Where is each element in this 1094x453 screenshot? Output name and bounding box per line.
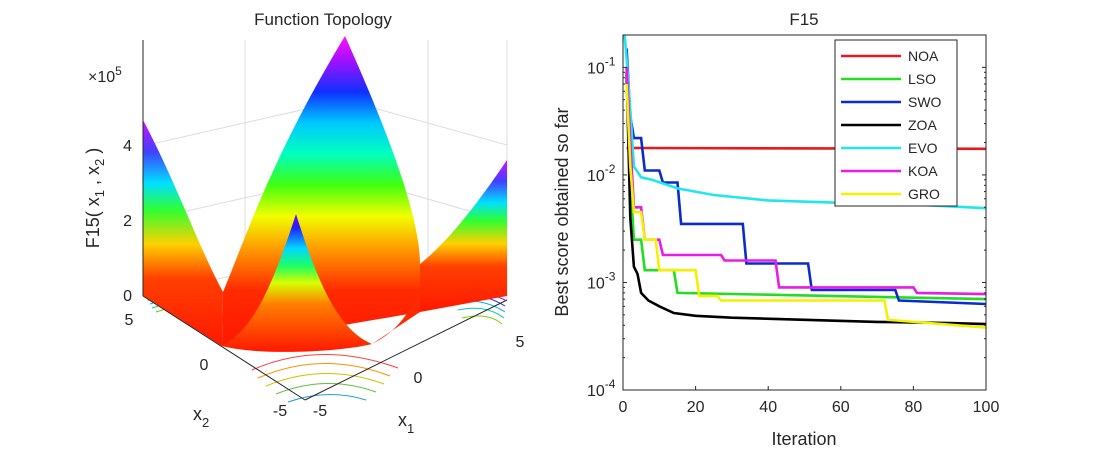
surface-plot: Function Topology xyxy=(83,10,525,436)
y-tick-label: 10-1 xyxy=(587,54,616,77)
legend-label: ZOA xyxy=(908,117,937,133)
x2-axis: 5 0 -5 x2 xyxy=(125,295,306,430)
x2-tick-label: -5 xyxy=(273,403,287,420)
plot-frame xyxy=(622,34,987,391)
z-axis: ×105 0 2 4 F15( x1 , x2 ) xyxy=(83,40,144,305)
x1-axis: -5 0 5 x1 xyxy=(304,299,525,436)
legend-label: KOA xyxy=(908,163,938,179)
x1-tick-label: 0 xyxy=(414,370,423,387)
legend-label: GRO xyxy=(908,186,940,202)
legend-items: NOA LSO SWO ZOA EVO KOA GRO xyxy=(841,48,942,202)
y-tick-label: 10-2 xyxy=(587,162,616,185)
y-tick-label: 10-3 xyxy=(587,269,616,292)
x1-tick-label: 5 xyxy=(516,334,525,351)
z-tick-label: 0 xyxy=(123,288,132,305)
x-tick-label: 20 xyxy=(687,399,705,416)
series-line-swo xyxy=(625,48,986,306)
surface-mesh xyxy=(143,36,507,352)
z-exponent: ×105 xyxy=(88,64,122,86)
y-axis-label: Best score obtained so far xyxy=(552,107,572,316)
axis-ticks: 0 20 40 60 80 100 10-1 10-2 10-3 10-4 xyxy=(587,34,1000,416)
x-tick-label: 40 xyxy=(759,399,777,416)
series-line-zoa xyxy=(625,72,986,326)
z-tick-label: 2 xyxy=(123,213,132,230)
legend-label: EVO xyxy=(908,140,938,156)
legend: NOA LSO SWO ZOA EVO KOA GRO xyxy=(834,39,958,207)
x-axis-label: Iteration xyxy=(771,429,836,449)
x2-axis-line xyxy=(142,295,306,401)
x2-tick-label: 5 xyxy=(125,312,134,329)
x2-axis-label: x2 xyxy=(193,404,209,430)
x-tick-label: 0 xyxy=(619,399,628,416)
z-tick-label: 4 xyxy=(123,138,132,155)
legend-box xyxy=(834,39,958,207)
legend-label: LSO xyxy=(908,71,936,87)
series-line-koa xyxy=(625,67,986,296)
legend-label: NOA xyxy=(908,48,939,64)
surface-title: Function Topology xyxy=(254,10,392,29)
x1-axis-label: x1 xyxy=(398,410,414,436)
legend-label: SWO xyxy=(908,94,942,110)
x-tick-label: 80 xyxy=(905,399,923,416)
convergence-plot: F15 0 20 40 60 80 100 10-1 10-2 10-3 10-4 Iterati… xyxy=(552,10,999,449)
convergence-title: F15 xyxy=(789,10,818,29)
x-tick-label: 60 xyxy=(832,399,850,416)
x1-axis-line xyxy=(304,299,508,401)
x-tick-label: 100 xyxy=(973,399,1000,416)
z-axis-label: F15( x1 , x2 ) xyxy=(83,148,107,249)
series-line-gro xyxy=(625,83,986,329)
y-tick-label: 10-4 xyxy=(587,377,616,400)
x1-tick-label: -5 xyxy=(313,403,327,420)
x2-tick-label: 0 xyxy=(200,357,209,374)
